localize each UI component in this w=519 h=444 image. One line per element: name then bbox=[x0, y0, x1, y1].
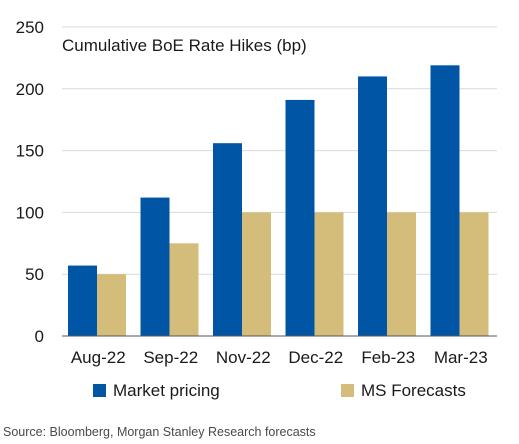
y-tick-label: 50 bbox=[25, 265, 44, 284]
legend-label: MS Forecasts bbox=[361, 381, 466, 400]
legend: Market pricing MS Forecasts bbox=[93, 381, 466, 400]
x-tick-label: Mar-23 bbox=[434, 348, 488, 367]
bars bbox=[68, 65, 489, 336]
x-tick-label: Feb-23 bbox=[361, 348, 415, 367]
legend-swatch bbox=[341, 384, 354, 397]
source-note: Source: Bloomberg, Morgan Stanley Resear… bbox=[3, 425, 316, 439]
bar-market-pricing bbox=[358, 76, 387, 336]
y-tick-label: 100 bbox=[16, 203, 44, 222]
grid-lines bbox=[62, 26, 497, 275]
bar-market-pricing bbox=[68, 265, 97, 336]
bar-market-pricing bbox=[430, 65, 460, 336]
y-tick-label: 250 bbox=[16, 18, 44, 37]
y-tick-label: 150 bbox=[16, 142, 44, 161]
bar-ms-forecasts bbox=[387, 212, 416, 336]
legend-swatch bbox=[93, 384, 106, 397]
x-tick-label: Dec-22 bbox=[288, 348, 343, 367]
bar-ms-forecasts bbox=[459, 212, 489, 336]
bar-ms-forecasts bbox=[169, 243, 199, 336]
x-tick-label: Aug-22 bbox=[71, 348, 126, 367]
y-tick-label: 200 bbox=[16, 80, 44, 99]
legend-label: Market pricing bbox=[113, 381, 220, 400]
y-tick-label: 0 bbox=[35, 327, 44, 346]
chart-title: Cumulative BoE Rate Hikes (bp) bbox=[62, 36, 307, 55]
y-axis-tick-labels: 0 50 100 150 200 250 bbox=[16, 18, 44, 346]
x-axis-tick-labels: Aug-22 Sep-22 Nov-22 Dec-22 Feb-23 Mar-23 bbox=[71, 348, 488, 367]
bar-market-pricing bbox=[285, 99, 315, 336]
bar-ms-forecasts bbox=[314, 212, 344, 336]
bar-market-pricing bbox=[213, 143, 242, 336]
bar-ms-forecasts bbox=[97, 274, 126, 336]
x-tick-label: Sep-22 bbox=[143, 348, 198, 367]
bar-ms-forecasts bbox=[242, 212, 271, 336]
bar-market-pricing bbox=[140, 197, 170, 336]
x-tick-label: Nov-22 bbox=[216, 348, 271, 367]
